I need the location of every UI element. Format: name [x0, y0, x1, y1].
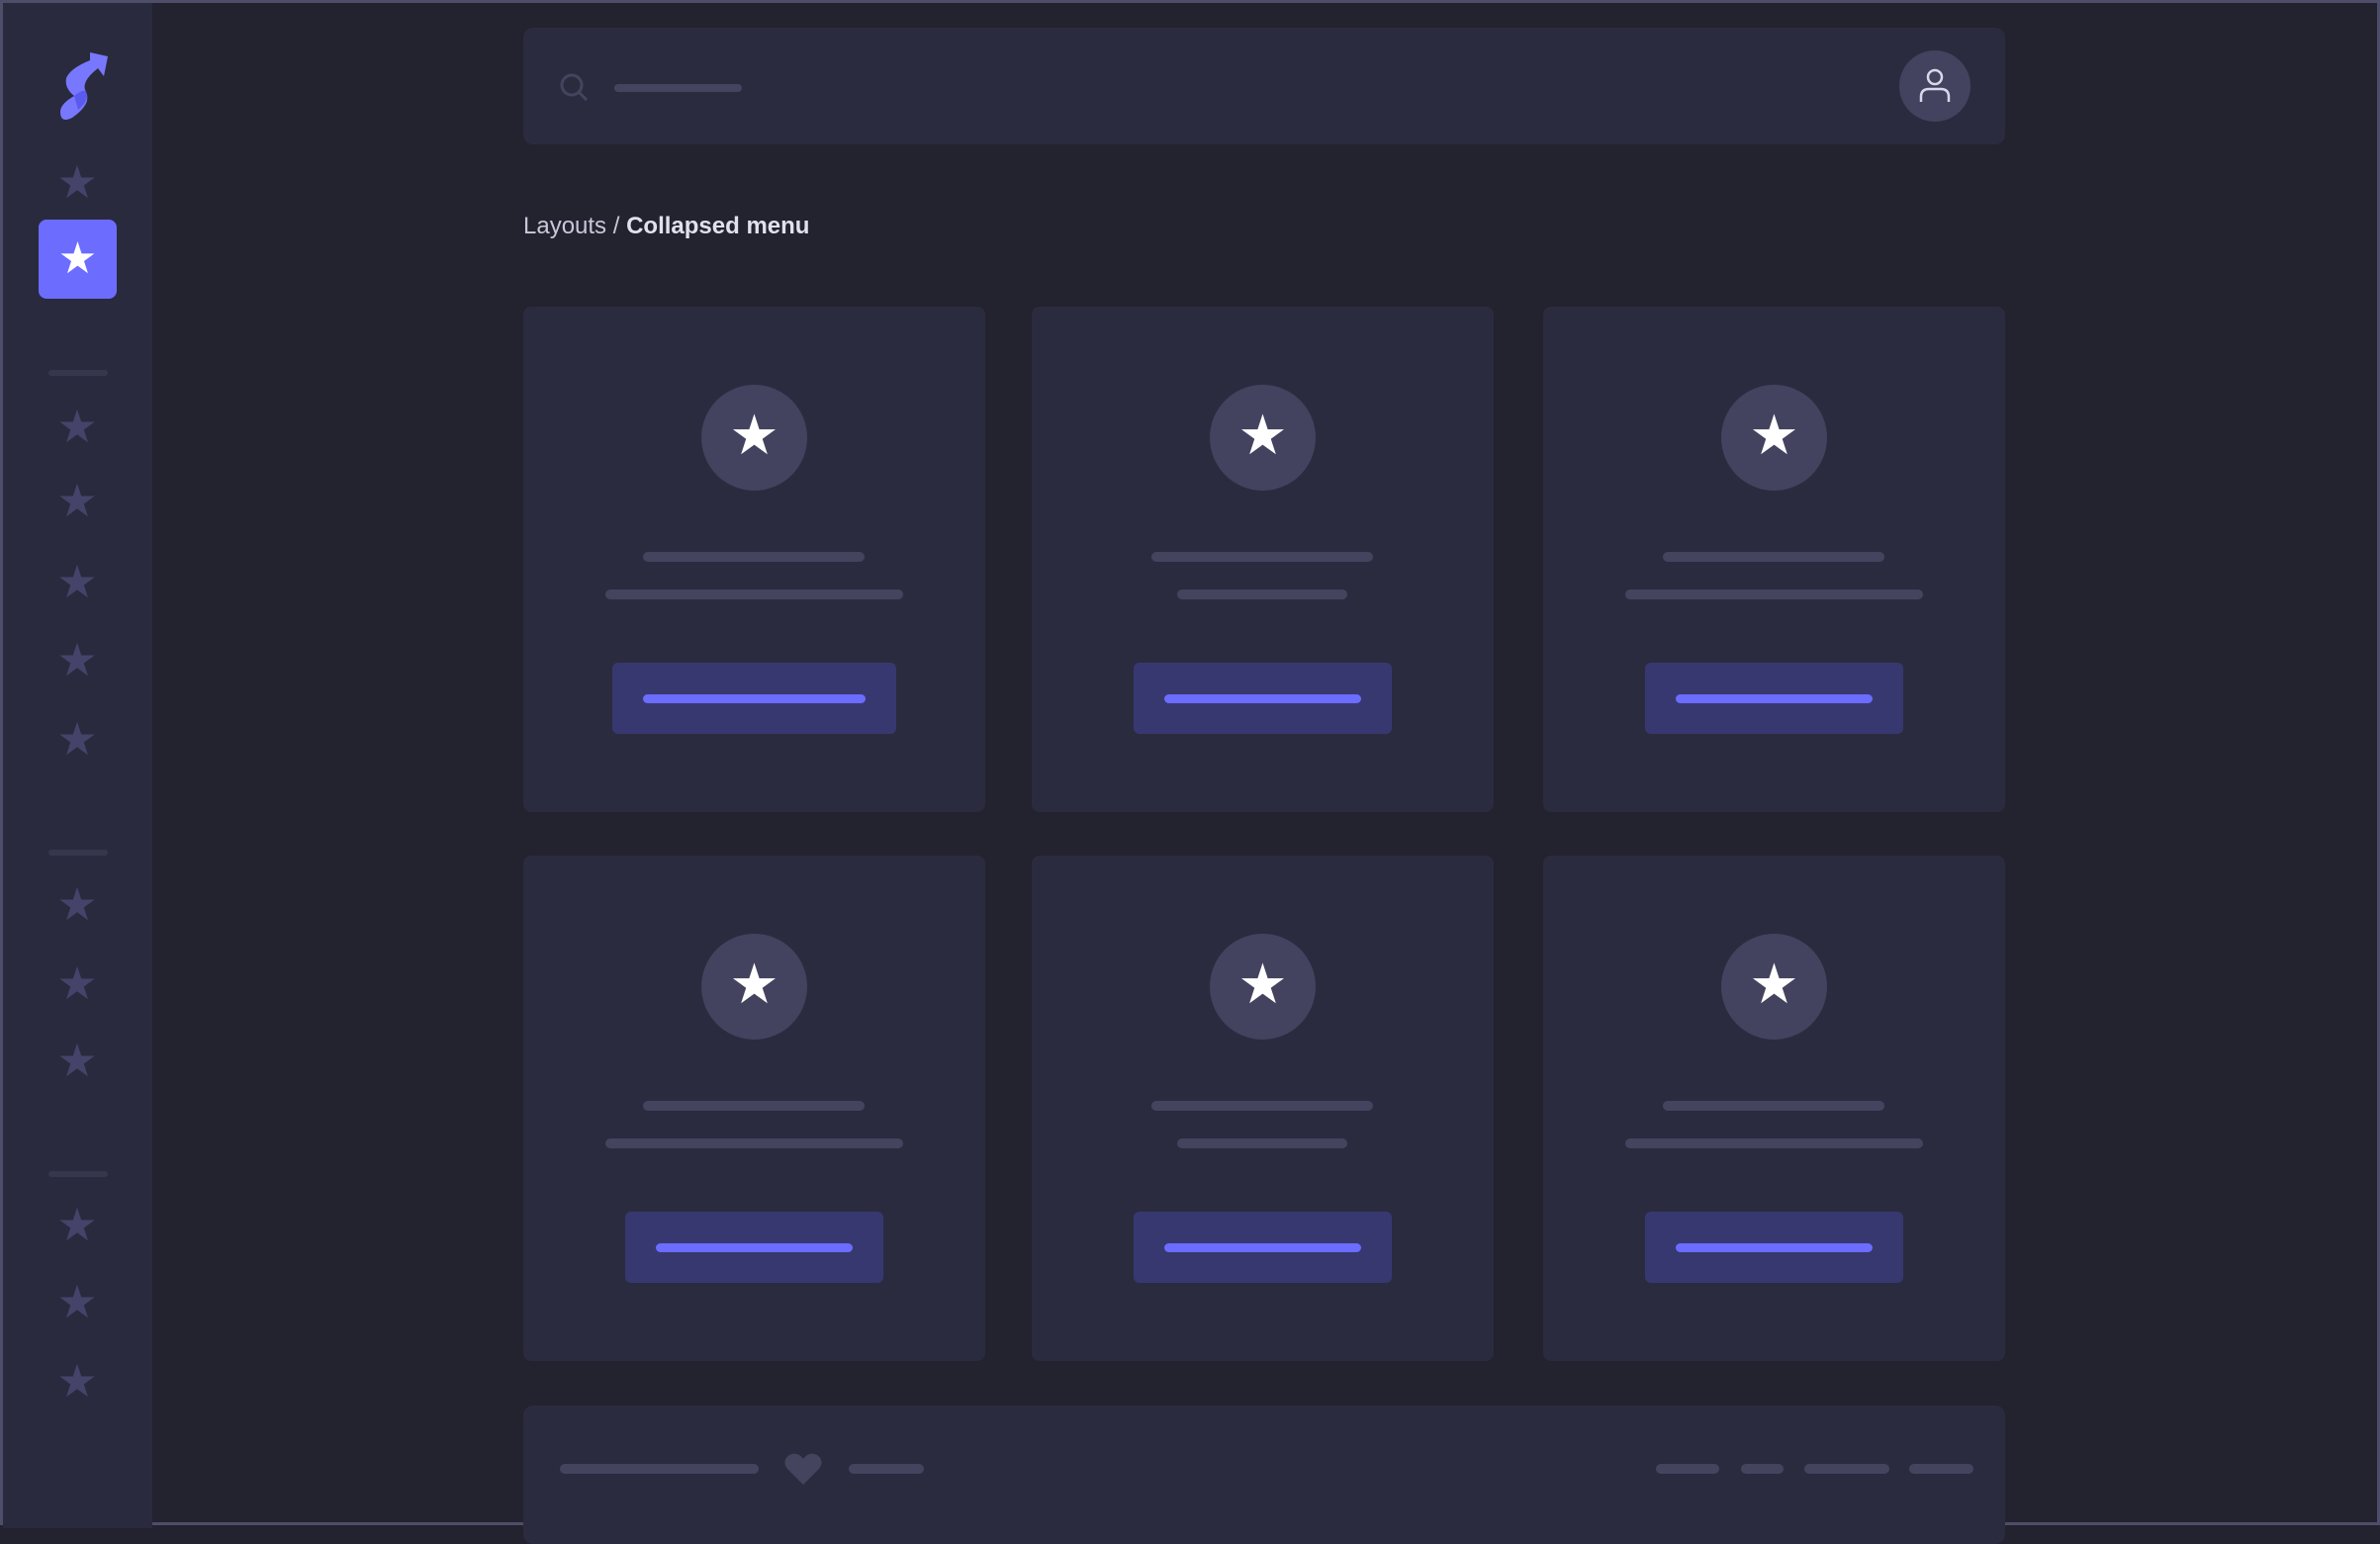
- card-button[interactable]: [1134, 1212, 1392, 1283]
- card: ★: [523, 307, 985, 812]
- card: ★: [1032, 307, 1494, 812]
- card-text-placeholder: [1177, 1138, 1347, 1148]
- footer-text-placeholder: [560, 1464, 759, 1474]
- top-bar: [523, 28, 2005, 144]
- card-text-placeholder: [605, 1138, 903, 1148]
- footer: [523, 1406, 2005, 1544]
- card: ★: [1032, 856, 1494, 1361]
- sidebar: ★ ★ ★ ★ ★ ★ ★ ★ ★ ★ ★ ★ ★: [3, 3, 152, 1528]
- footer-link[interactable]: [1656, 1464, 1719, 1474]
- user-icon: [1919, 68, 1951, 102]
- breadcrumb-separator: /: [612, 213, 620, 239]
- star-icon: ★: [701, 385, 807, 491]
- star-icon: ★: [701, 934, 807, 1040]
- sidebar-item-star[interactable]: ★: [56, 1275, 98, 1328]
- footer-link[interactable]: [849, 1464, 924, 1474]
- card-title-placeholder: [1151, 552, 1373, 562]
- sidebar-item-star[interactable]: ★: [56, 1198, 98, 1251]
- divider: [48, 370, 108, 376]
- divider: [48, 850, 108, 856]
- sidebar-item-star[interactable]: ★: [56, 155, 98, 209]
- card-title-placeholder: [1151, 1101, 1373, 1111]
- sidebar-item-star[interactable]: ★: [56, 400, 98, 453]
- card-title-placeholder: [1663, 552, 1884, 562]
- sidebar-item-star[interactable]: ★: [56, 1354, 98, 1408]
- card-text-placeholder: [605, 590, 903, 599]
- star-icon: ★: [1210, 934, 1316, 1040]
- card-button[interactable]: [625, 1212, 883, 1283]
- heart-icon: [784, 1453, 822, 1485]
- sidebar-item-star[interactable]: ★: [56, 633, 98, 686]
- footer-link[interactable]: [1804, 1464, 1889, 1474]
- card-button[interactable]: [1645, 663, 1903, 734]
- star-icon: ★: [1210, 385, 1316, 491]
- card-title-placeholder: [643, 1101, 865, 1111]
- card-title-placeholder: [643, 552, 865, 562]
- card-text-placeholder: [1625, 1138, 1923, 1148]
- sidebar-item-star[interactable]: ★: [56, 474, 98, 527]
- search-input[interactable]: [614, 84, 742, 92]
- card-button[interactable]: [1134, 663, 1392, 734]
- card: ★: [523, 856, 985, 1361]
- sidebar-item-star[interactable]: ★: [56, 877, 98, 931]
- card-button[interactable]: [612, 663, 896, 734]
- breadcrumb-current: Collapsed menu: [626, 213, 810, 239]
- sidebar-item-star[interactable]: ★: [56, 712, 98, 766]
- star-icon: ★: [1721, 934, 1827, 1040]
- avatar[interactable]: [1899, 50, 1970, 122]
- search-icon[interactable]: [559, 72, 591, 104]
- sidebar-item-star[interactable]: ★: [56, 1034, 98, 1087]
- card-title-placeholder: [1663, 1101, 1884, 1111]
- sidebar-item-star[interactable]: ★: [56, 555, 98, 608]
- card-button[interactable]: [1645, 1212, 1903, 1283]
- card-text-placeholder: [1177, 590, 1347, 599]
- sidebar-item-star[interactable]: ★: [56, 956, 98, 1010]
- card: ★: [1543, 856, 2005, 1361]
- sidebar-item-active[interactable]: ★: [39, 220, 117, 299]
- breadcrumb: Layouts / Collapsed menu: [523, 213, 809, 240]
- footer-link[interactable]: [1741, 1464, 1784, 1474]
- breadcrumb-parent[interactable]: Layouts: [523, 213, 607, 239]
- divider: [48, 1171, 108, 1177]
- logo-icon[interactable]: [50, 48, 110, 124]
- star-icon: ★: [1721, 385, 1827, 491]
- card: ★: [1543, 307, 2005, 812]
- footer-link[interactable]: [1909, 1464, 1973, 1474]
- card-text-placeholder: [1625, 590, 1923, 599]
